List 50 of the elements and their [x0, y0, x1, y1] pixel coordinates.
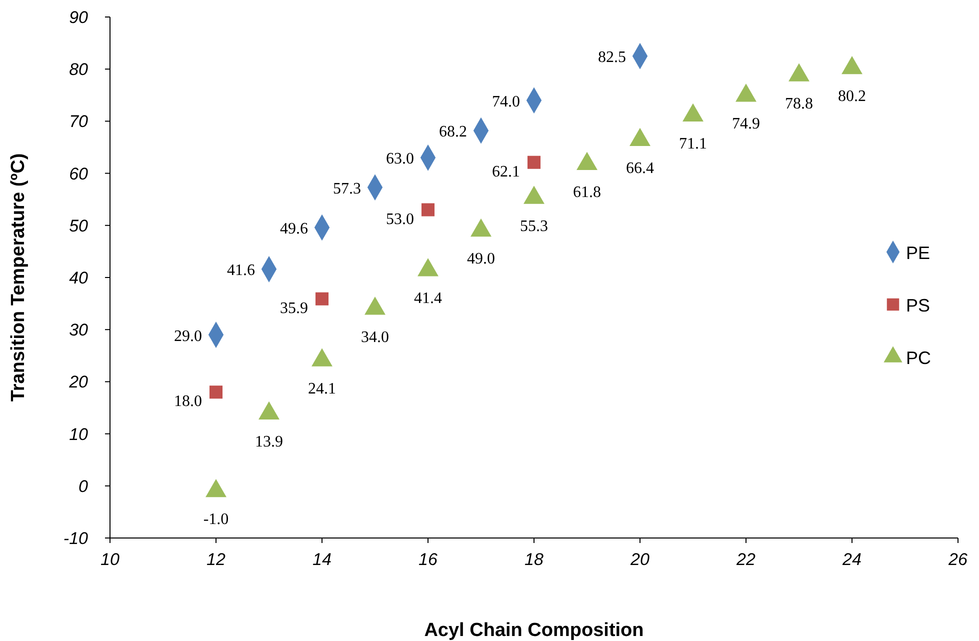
legend-label: PS: [906, 296, 930, 316]
data-label: 66.4: [626, 160, 654, 177]
data-label: 18.0: [174, 393, 202, 410]
data-label: 34.0: [361, 328, 389, 346]
x-tick-label: 10: [100, 550, 120, 569]
x-tick-label: 20: [630, 550, 650, 569]
data-label: 82.5: [598, 49, 626, 66]
x-tick-label: 14: [312, 550, 332, 569]
y-tick-label: 20: [68, 372, 89, 392]
y-axis-title: Transition Temperature (ºC): [8, 153, 29, 402]
x-tick-label: 22: [736, 550, 756, 569]
x-tick-label: 16: [418, 550, 438, 569]
y-tick-label: 40: [69, 268, 89, 288]
legend-label: PE: [906, 243, 930, 263]
y-tick-label: -10: [63, 529, 89, 548]
data-label: 13.9: [255, 433, 283, 450]
data-label: 80.2: [838, 88, 866, 106]
y-tick-label: 10: [69, 424, 89, 444]
data-label: 53.0: [386, 210, 414, 228]
data-label: 49.6: [280, 220, 308, 238]
y-tick-label: 0: [78, 476, 89, 496]
data-label: 57.3: [333, 180, 361, 198]
data-label: -1.0: [203, 511, 229, 528]
data-label: 68.2: [439, 124, 467, 141]
x-tick-label: 26: [948, 550, 968, 569]
data-label: 24.1: [308, 380, 336, 398]
y-tick-label: 80: [69, 60, 89, 80]
data-label: 61.8: [573, 184, 601, 201]
data-label: 29.0: [174, 328, 202, 345]
data-label: 55.3: [520, 218, 548, 235]
legend-label: PC: [906, 348, 932, 368]
x-tick-label: 24: [842, 550, 862, 569]
x-tick-label: 12: [206, 550, 226, 569]
x-axis-title: Acyl Chain Composition: [424, 620, 644, 641]
data-label: 63.0: [386, 150, 414, 168]
data-label: 74.0: [492, 93, 520, 110]
data-label: 49.0: [467, 250, 495, 268]
y-tick-label: 90: [69, 8, 89, 27]
data-label: 74.9: [732, 116, 760, 133]
data-label: 35.9: [280, 300, 308, 317]
y-tick-label: 60: [69, 164, 89, 184]
data-label: 41.4: [414, 290, 442, 308]
y-tick-label: 50: [69, 216, 89, 236]
y-tick-label: 30: [69, 320, 89, 340]
y-tick-label: 70: [69, 112, 89, 132]
data-label: 71.1: [679, 135, 707, 152]
x-tick-label: 18: [524, 550, 544, 569]
data-label: 62.1: [492, 163, 520, 180]
data-label: 41.6: [227, 262, 255, 280]
data-label: 78.8: [785, 95, 813, 112]
